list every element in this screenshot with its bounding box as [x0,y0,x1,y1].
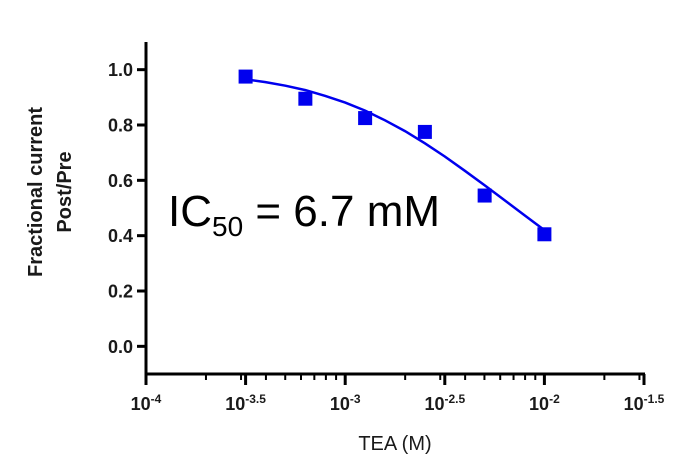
y-axis-title: Fractional current Post/Pre [25,107,76,277]
y-tick-label-5: 1.0 [108,60,133,80]
data-points [238,69,552,242]
data-point-3 [417,124,432,139]
data-point-0 [238,69,253,84]
y-tick-label-1: 0.2 [108,282,133,302]
ic50-annotation-base: IC [168,187,212,236]
ic50-annotation-subscript: 50 [212,211,243,242]
y-tick-label-2: 0.4 [108,226,133,246]
ic50-annotation-value: = 6.7 mM [243,187,440,236]
y-axis-title-line-2: Post/Pre [54,151,76,232]
data-point-2 [358,111,373,126]
x-tick-label-3: 10-2.5 [424,392,465,414]
x-tick-label-5: 10-1.5 [624,392,665,414]
x-tick-label-0: 10-4 [131,392,162,414]
x-tick-label-2: 10-3 [330,392,361,414]
x-axis-title: TEA (M) [358,433,431,455]
y-tick-label-4: 0.8 [108,116,133,136]
fit-curve [245,78,546,232]
data-point-5 [537,227,552,242]
x-tick-label-1: 10-3.5 [225,392,266,414]
y-tick-label-3: 0.6 [108,171,133,191]
ic50-annotation: IC50 = 6.7 mM [168,187,440,242]
y-axis-title-line-1: Fractional current [25,107,47,277]
data-point-4 [477,188,492,203]
x-ticks: 10-4 10-3.5 10-3 10-2.5 10-2 10-1.5 [131,374,665,414]
x-tick-label-4: 10-2 [529,392,560,414]
y-ticks: 0.0 0.2 0.4 0.6 0.8 1.0 [108,60,146,357]
y-tick-label-0: 0.0 [108,337,133,357]
data-point-1 [298,91,313,106]
